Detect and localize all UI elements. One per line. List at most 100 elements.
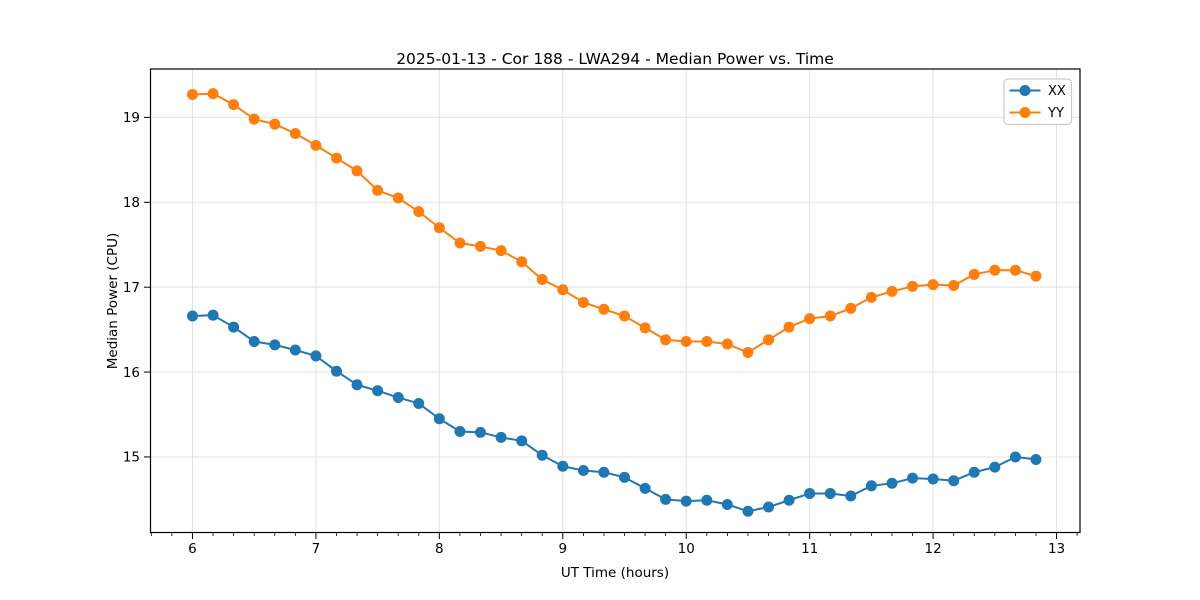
series-xx-marker — [804, 487, 816, 499]
x-axis-label: UT Time (hours) — [561, 565, 669, 581]
x-tick-label: 8 — [435, 541, 444, 557]
legend: XX YY — [1003, 78, 1073, 126]
series-yy-marker — [269, 118, 281, 130]
series-yy-marker — [289, 128, 301, 140]
series-yy-marker — [927, 279, 939, 291]
y-tick-label: 17 — [123, 280, 140, 296]
axes-spines — [149, 68, 1081, 534]
legend-label-yy: YY — [1047, 106, 1064, 121]
legend-marker-xx — [1019, 85, 1031, 96]
series-xx-marker — [886, 477, 898, 489]
series-xx-marker — [1030, 453, 1042, 465]
legend-marker-yy — [1019, 107, 1031, 118]
series-xx-marker — [721, 498, 733, 510]
series-yy-marker — [598, 303, 610, 315]
series-yy-marker — [660, 334, 672, 346]
x-tick-label: 7 — [312, 541, 321, 557]
series-yy-marker — [351, 165, 363, 177]
series-yy-marker — [968, 268, 980, 280]
y-tick-label: 16 — [123, 365, 140, 381]
series-xx-marker — [948, 475, 960, 487]
series-yy-marker — [536, 274, 548, 286]
series-xx-marker — [454, 425, 466, 437]
series-yy-marker — [495, 245, 507, 257]
series-xx-marker — [207, 309, 219, 321]
series-xx-marker — [392, 392, 404, 404]
series-yy-line — [192, 92, 1037, 354]
x-tick-label: 11 — [801, 541, 818, 557]
series-xx-marker — [968, 466, 980, 478]
series-xx-marker — [495, 431, 507, 443]
series-yy-marker — [228, 99, 240, 111]
y-tick-label: 19 — [123, 110, 140, 126]
series-xx-marker — [1009, 451, 1021, 463]
series-xx-marker — [639, 482, 651, 494]
legend-label-xx: XX — [1048, 84, 1066, 99]
series-yy-marker — [413, 206, 425, 218]
series-xx-marker — [927, 473, 939, 485]
x-tick-label: 10 — [678, 541, 695, 557]
series-yy-marker — [639, 322, 651, 334]
x-tick-label: 12 — [925, 541, 942, 557]
tick-layer: 6 7 8 9 10 11 12 13 15 16 17 18 19 — [123, 110, 1078, 557]
series-xx-marker — [310, 350, 322, 362]
grid-layer — [150, 69, 1080, 533]
series-yy-marker — [721, 338, 733, 350]
series-yy-marker — [433, 222, 445, 234]
series-xx-marker — [906, 472, 918, 484]
series-xx-marker — [228, 321, 240, 333]
series-layer — [186, 88, 1042, 517]
series-yy-marker — [948, 279, 960, 291]
series-yy-marker — [701, 335, 713, 347]
series-xx-marker — [413, 397, 425, 409]
series-xx-marker — [680, 495, 692, 507]
series-xx-marker — [824, 487, 836, 499]
series-xx-marker — [536, 449, 548, 461]
series-yy-marker — [680, 335, 692, 347]
series-yy-marker — [207, 88, 219, 100]
series-yy-marker — [372, 184, 384, 196]
series-xx-marker — [474, 426, 486, 438]
series-xx-marker — [619, 471, 631, 483]
spine-layer — [149, 68, 1081, 534]
series-yy-marker — [1030, 270, 1042, 282]
series-yy-marker — [619, 310, 631, 322]
series-yy-marker — [824, 310, 836, 322]
series-xx-marker — [845, 490, 857, 502]
series-xx-marker — [763, 501, 775, 513]
y-tick-label: 18 — [123, 195, 140, 211]
series-xx-marker — [269, 339, 281, 351]
series-xx-marker — [742, 505, 754, 517]
x-tick-label: 6 — [188, 541, 197, 557]
series-yy-marker — [886, 285, 898, 297]
series-yy-marker — [474, 240, 486, 252]
series-yy-marker — [577, 296, 589, 308]
series-yy-marker — [845, 302, 857, 314]
series-xx-marker — [289, 344, 301, 356]
series-yy-marker — [454, 237, 466, 249]
series-xx-marker — [557, 460, 569, 472]
series-xx-marker — [351, 379, 363, 391]
series-yy-marker — [392, 192, 404, 204]
series-xx-marker — [865, 480, 877, 492]
series-yy-marker — [516, 256, 528, 268]
y-axis-label: Median Power (CPU) — [105, 233, 121, 369]
series-yy-marker — [742, 347, 754, 359]
series-yy-marker — [248, 113, 260, 125]
series-xx-marker — [783, 494, 795, 506]
series-xx-marker — [331, 365, 343, 377]
series-yy-marker — [763, 334, 775, 346]
series-yy-marker — [557, 284, 569, 296]
series-yy-marker — [331, 152, 343, 164]
series-yy-marker — [865, 291, 877, 303]
series-yy-marker — [186, 88, 198, 100]
y-tick-label: 15 — [123, 450, 140, 466]
series-xx-marker — [372, 385, 384, 397]
series-xx-marker — [577, 465, 589, 477]
series-xx-marker — [660, 493, 672, 505]
series-yy-marker — [804, 313, 816, 325]
series-xx-marker — [433, 413, 445, 425]
series-xx-marker — [701, 494, 713, 506]
series-yy-marker — [906, 280, 918, 292]
